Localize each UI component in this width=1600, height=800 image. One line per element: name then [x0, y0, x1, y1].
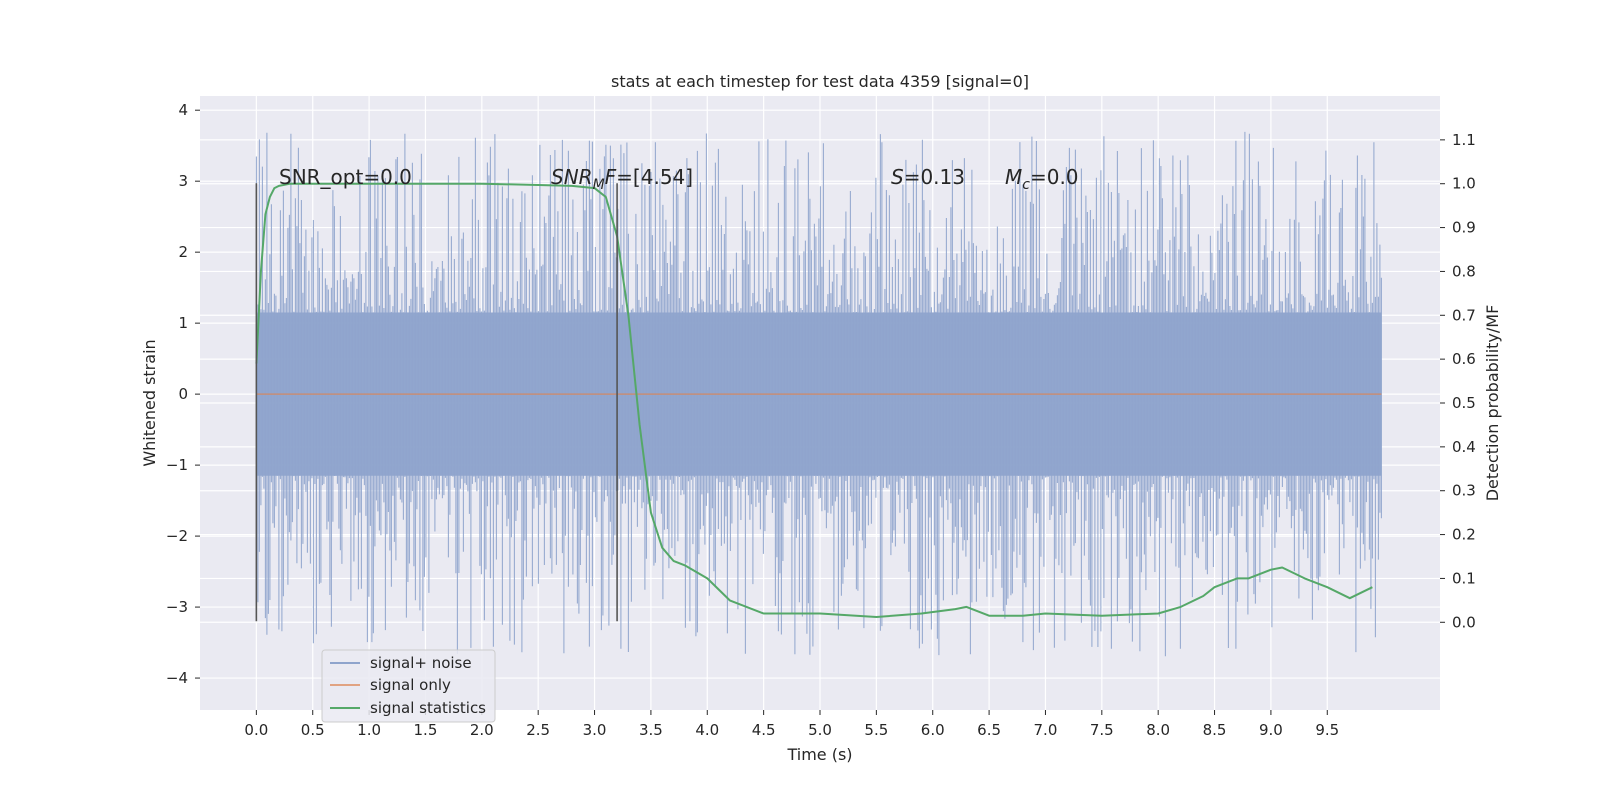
annotation-s-main: S — [891, 165, 904, 189]
y-axis-label-right: Detection probability/MF — [1483, 305, 1502, 502]
x-tick-label: 0.5 — [301, 721, 325, 739]
y-tick-label-right: 0.6 — [1452, 350, 1476, 368]
annotation-snr-mf-value: =[4.54] — [616, 165, 693, 189]
annotation-mc: Mc=0.0 — [1005, 165, 1079, 193]
annotation-mc-value: =0.0 — [1030, 165, 1079, 189]
x-tick-label: 6.0 — [921, 721, 945, 739]
y-tick-label-right: 0.9 — [1452, 219, 1476, 237]
annotation-s-value: =0.13 — [904, 165, 965, 189]
x-axis-label: Time (s) — [786, 745, 852, 764]
x-tick-label: 5.0 — [808, 721, 832, 739]
x-tick-label: 1.0 — [357, 721, 381, 739]
y-tick-label-right: 0.8 — [1452, 262, 1476, 280]
x-tick-label: 8.5 — [1203, 721, 1227, 739]
annotation-mc-sub: c — [1022, 177, 1030, 193]
annotation-snr-mf-main: SNR — [551, 165, 593, 189]
legend-label-signal-only: signal only — [370, 676, 451, 694]
y-tick-label-left: 0 — [178, 385, 188, 403]
chart-title: stats at each timestep for test data 435… — [611, 72, 1029, 91]
vertical-markers — [255, 183, 618, 622]
legend: signal+ noise signal only signal statist… — [321, 649, 496, 723]
y-tick-label-left: 2 — [178, 243, 188, 261]
x-tick-label: 6.5 — [977, 721, 1001, 739]
y-axis-label-left: Whitened strain — [140, 339, 159, 466]
y-tick-label-left: 4 — [178, 101, 188, 119]
y-tick-label-right: 0.3 — [1452, 482, 1476, 500]
annotation-snr-mf-f: F — [605, 165, 617, 189]
x-tick-label: 4.0 — [695, 721, 719, 739]
ticks: 0.0 0.5 1.0 1.5 2.0 2.5 3.0 3.5 4.0 4.5 5.0 5.5 6.0 6… — [166, 101, 1476, 739]
y-tick-label-right: 0.1 — [1452, 569, 1476, 587]
y-tick-label-right: 0.4 — [1452, 438, 1476, 456]
x-tick-label: 2.0 — [470, 721, 494, 739]
annotation-snr-mf-sub: M — [593, 177, 605, 193]
y-tick-label-left: 3 — [178, 172, 188, 190]
x-tick-label: 7.0 — [1034, 721, 1058, 739]
x-tick-label: 3.5 — [639, 721, 663, 739]
legend-label-signal-noise: signal+ noise — [370, 654, 472, 672]
x-tick-label: 5.5 — [864, 721, 888, 739]
y-tick-label-left: 1 — [178, 314, 188, 332]
x-tick-label: 3.0 — [583, 721, 607, 739]
annotation-snr-mf: SNRMF=[4.54] — [551, 165, 693, 193]
x-tick-label: 2.5 — [526, 721, 550, 739]
lines-layer — [255, 182, 1382, 618]
x-tick-label: 4.5 — [752, 721, 776, 739]
y-tick-label-right: 0.5 — [1452, 394, 1476, 412]
x-tick-label: 8.0 — [1146, 721, 1170, 739]
y-tick-label-left: −1 — [166, 456, 188, 474]
annotation-s: S=0.13 — [891, 165, 965, 189]
x-tick-label: 0.0 — [244, 721, 268, 739]
x-tick-label: 9.0 — [1259, 721, 1283, 739]
signal-statistics-line — [255, 182, 1373, 618]
y-tick-label-right: 1.1 — [1452, 131, 1476, 149]
y-tick-label-right: 0.7 — [1452, 306, 1476, 324]
y-tick-label-left: −2 — [166, 527, 188, 545]
y-tick-label-left: −4 — [166, 669, 188, 687]
annotation-mc-main: M — [1005, 165, 1022, 189]
annotation-snr-opt: SNR_opt=0.0 — [279, 165, 412, 189]
y-tick-label-left: −3 — [166, 598, 188, 616]
y-tick-label-right: 0.0 — [1452, 613, 1476, 631]
legend-box — [321, 649, 496, 723]
y-tick-label-right: 1.0 — [1452, 175, 1476, 193]
y-tick-label-right: 0.2 — [1452, 526, 1476, 544]
x-tick-label: 9.5 — [1315, 721, 1339, 739]
legend-label-signal-statistics: signal statistics — [370, 699, 486, 717]
x-tick-label: 1.5 — [414, 721, 438, 739]
x-tick-label: 7.5 — [1090, 721, 1114, 739]
